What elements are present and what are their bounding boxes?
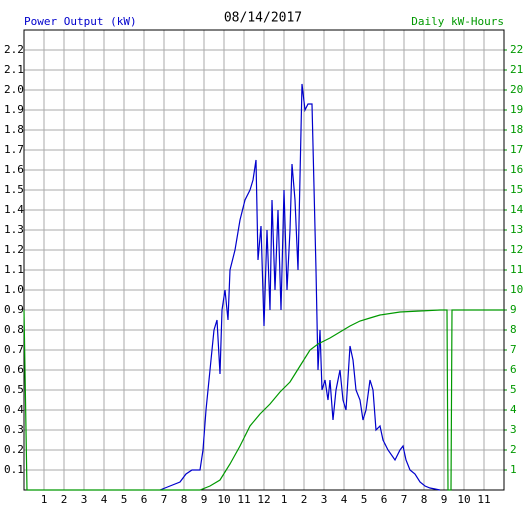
y2-tick-label: 14 [510, 203, 524, 216]
y-tick-label: 1.5 [4, 183, 24, 196]
y2-tick-label: 11 [510, 263, 523, 276]
x-tick-label: 10 [457, 493, 470, 506]
y2-tick-label: 20 [510, 83, 523, 96]
x-tick-label: 3 [81, 493, 88, 506]
y-tick-label: 1.0 [4, 283, 24, 296]
x-tick-label: 1 [41, 493, 48, 506]
y2-tick-label: 4 [510, 403, 517, 416]
x-tick-label: 3 [321, 493, 328, 506]
y2-tick-label: 7 [510, 343, 517, 356]
y2-tick-label: 13 [510, 223, 523, 236]
x-tick-label: 4 [341, 493, 348, 506]
y2-tick-label: 6 [510, 363, 517, 376]
y2-tick-label: 10 [510, 283, 523, 296]
x-tick-label: 2 [61, 493, 68, 506]
chart-title: 08/14/2017 [224, 11, 302, 26]
y2-tick-label: 22 [510, 43, 523, 56]
x-tick-label: 8 [181, 493, 188, 506]
y-tick-label: 0.9 [4, 303, 24, 316]
y-tick-label: 0.7 [4, 343, 24, 356]
y2-tick-label: 1 [510, 463, 517, 476]
x-tick-label: 9 [201, 493, 208, 506]
y-tick-label: 1.7 [4, 143, 24, 156]
y2-tick-label: 18 [510, 123, 523, 136]
x-tick-label: 6 [141, 493, 148, 506]
y-tick-label: 1.3 [4, 223, 24, 236]
y-tick-label: 0.4 [4, 403, 24, 416]
x-tick-label: 6 [381, 493, 388, 506]
y2-tick-label: 16 [510, 163, 523, 176]
series-line [23, 309, 504, 491]
x-tick-label: 11 [477, 493, 490, 506]
x-tick-label: 7 [401, 493, 408, 506]
x-tick-label: 2 [301, 493, 308, 506]
x-tick-label: 5 [121, 493, 128, 506]
x-tick-label: 1 [281, 493, 288, 506]
y-axis-label: Power Output (kW) [24, 15, 137, 28]
y-tick-label: 0.8 [4, 323, 24, 336]
y2-tick-label: 9 [510, 303, 517, 316]
x-tick-label: 10 [217, 493, 230, 506]
y-tick-label: 2.0 [4, 83, 24, 96]
x-tick-label: 11 [237, 493, 250, 506]
y2-axis-label: Daily kW-Hours [411, 15, 504, 28]
series-line [159, 83, 441, 491]
y2-tick-label: 2 [510, 443, 517, 456]
y-tick-label: 2.1 [4, 63, 24, 76]
y2-tick-label: 3 [510, 423, 517, 436]
y-tick-label: 1.8 [4, 123, 24, 136]
x-tick-label: 8 [421, 493, 428, 506]
y-tick-label: 1.2 [4, 243, 24, 256]
y-tick-label: 0.3 [4, 423, 24, 436]
y2-tick-label: 5 [510, 383, 517, 396]
y-tick-label: 1.4 [4, 203, 24, 216]
y-tick-label: 2.2 [4, 43, 24, 56]
y-tick-label: 1.9 [4, 103, 24, 116]
y-tick-label: 0.6 [4, 363, 24, 376]
plot-border [23, 29, 505, 491]
x-tick-label: 12 [257, 493, 270, 506]
y2-tick-label: 12 [510, 243, 523, 256]
y-tick-label: 0.1 [4, 463, 24, 476]
y2-tick-label: 19 [510, 103, 523, 116]
y2-tick-label: 17 [510, 143, 523, 156]
x-tick-label: 4 [101, 493, 108, 506]
y-tick-label: 1.6 [4, 163, 24, 176]
y-tick-label: 0.2 [4, 443, 24, 456]
y-tick-label: 0.5 [4, 383, 24, 396]
x-tick-label: 5 [361, 493, 368, 506]
y2-tick-label: 15 [510, 183, 523, 196]
x-tick-label: 9 [441, 493, 448, 506]
y2-tick-label: 21 [510, 63, 523, 76]
y-tick-label: 1.1 [4, 263, 24, 276]
y2-tick-label: 8 [510, 323, 517, 336]
x-tick-label: 7 [161, 493, 168, 506]
